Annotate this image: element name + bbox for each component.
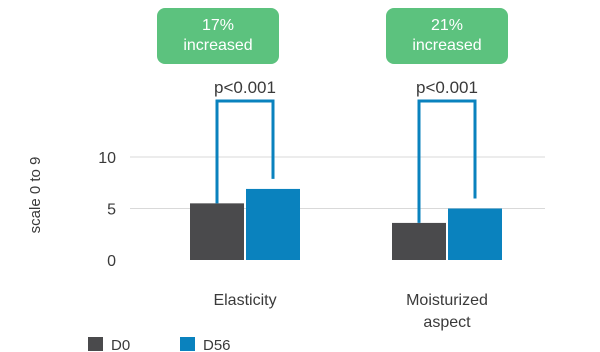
legend-label-d0: D0 (111, 337, 130, 352)
bars (190, 188, 502, 260)
y-tick-label-5: 5 (107, 202, 116, 219)
x-tick-labels: Elasticity Moisturized aspect (213, 292, 487, 331)
badge-1 (157, 8, 279, 64)
p-value-label-2: p<0.001 (416, 78, 478, 97)
bar-d56-1 (246, 188, 300, 260)
p-value-label-1: p<0.001 (214, 78, 276, 97)
bar-d0-1 (190, 203, 244, 260)
x-tick-label-1: Elasticity (213, 292, 276, 309)
badge-text-1: 17% increased (183, 17, 252, 54)
badge-2 (386, 8, 508, 64)
increase-badges: 17% increased 21% increased (157, 8, 508, 64)
y-tick-label-10: 10 (98, 150, 116, 167)
bar-d56-2 (448, 208, 502, 260)
legend: D0 D56 (88, 337, 231, 352)
legend-swatch-d0 (88, 337, 103, 351)
x-tick-label-2: Moisturized aspect (406, 292, 488, 331)
legend-label-d56: D56 (203, 337, 231, 352)
y-tick-label-0: 0 (107, 253, 116, 270)
gridlines (130, 156, 545, 209)
badge-text-2: 21% increased (412, 17, 481, 54)
y-tick-labels: 0 5 10 (98, 150, 116, 270)
bracket-2 (417, 99, 477, 223)
significance-brackets: p<0.001 p<0.001 (214, 78, 478, 223)
y-axis-label: scale 0 to 9 (27, 157, 44, 234)
legend-swatch-d56 (180, 337, 195, 351)
bracket-1 (215, 99, 275, 204)
bar-d0-2 (392, 222, 446, 260)
